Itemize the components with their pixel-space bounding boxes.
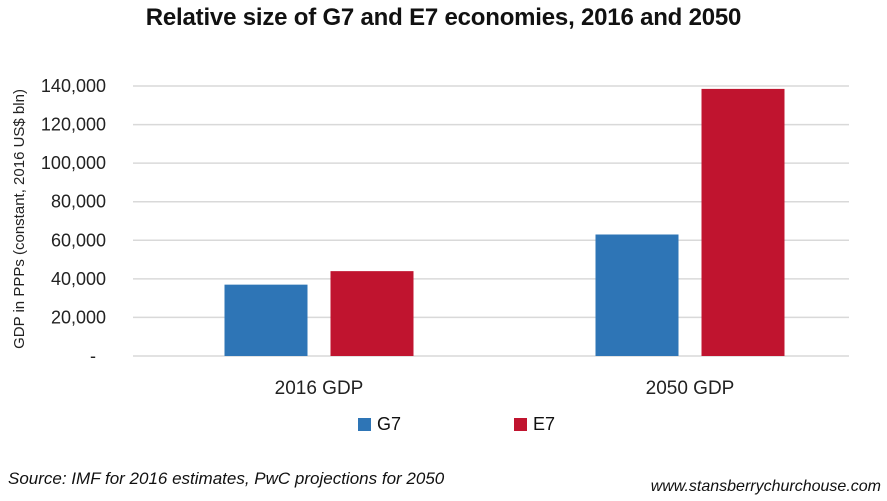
y-tick-label: 100,000 <box>41 153 106 173</box>
y-axis-label: GDP in PPPs (constant, 2016 US$ bln) <box>11 89 28 349</box>
y-tick-label: 80,000 <box>51 192 106 212</box>
legend-item-e7: E7 <box>514 414 555 435</box>
bar-g7-2050 <box>595 234 679 356</box>
chart-legend: G7 E7 <box>0 414 887 440</box>
legend-swatch-e7 <box>514 418 527 431</box>
y-tick-label: - <box>90 346 96 366</box>
bar-e7-2016 <box>330 271 414 356</box>
x-tick-label: 2016 GDP <box>275 378 364 399</box>
legend-label-g7: G7 <box>377 414 402 434</box>
bar-e7-2050 <box>701 88 785 357</box>
y-tick-label: 40,000 <box>51 269 106 289</box>
chart-title: Relative size of G7 and E7 economies, 20… <box>145 4 742 31</box>
bar-g7-2016 <box>224 284 308 356</box>
y-tick-label: 20,000 <box>51 307 106 327</box>
legend-swatch-g7 <box>358 418 371 431</box>
legend-label-e7: E7 <box>533 414 556 434</box>
website-credit: www.stansberrychurchouse.com <box>650 478 881 495</box>
y-tick-label: 60,000 <box>51 230 106 250</box>
source-note: Source: IMF for 2016 estimates, PwC proj… <box>8 469 445 488</box>
legend-item-g7: G7 <box>358 414 401 435</box>
x-tick-label: 2050 GDP <box>646 378 735 399</box>
y-tick-label: 120,000 <box>41 115 106 135</box>
y-tick-label: 140,000 <box>41 76 106 96</box>
